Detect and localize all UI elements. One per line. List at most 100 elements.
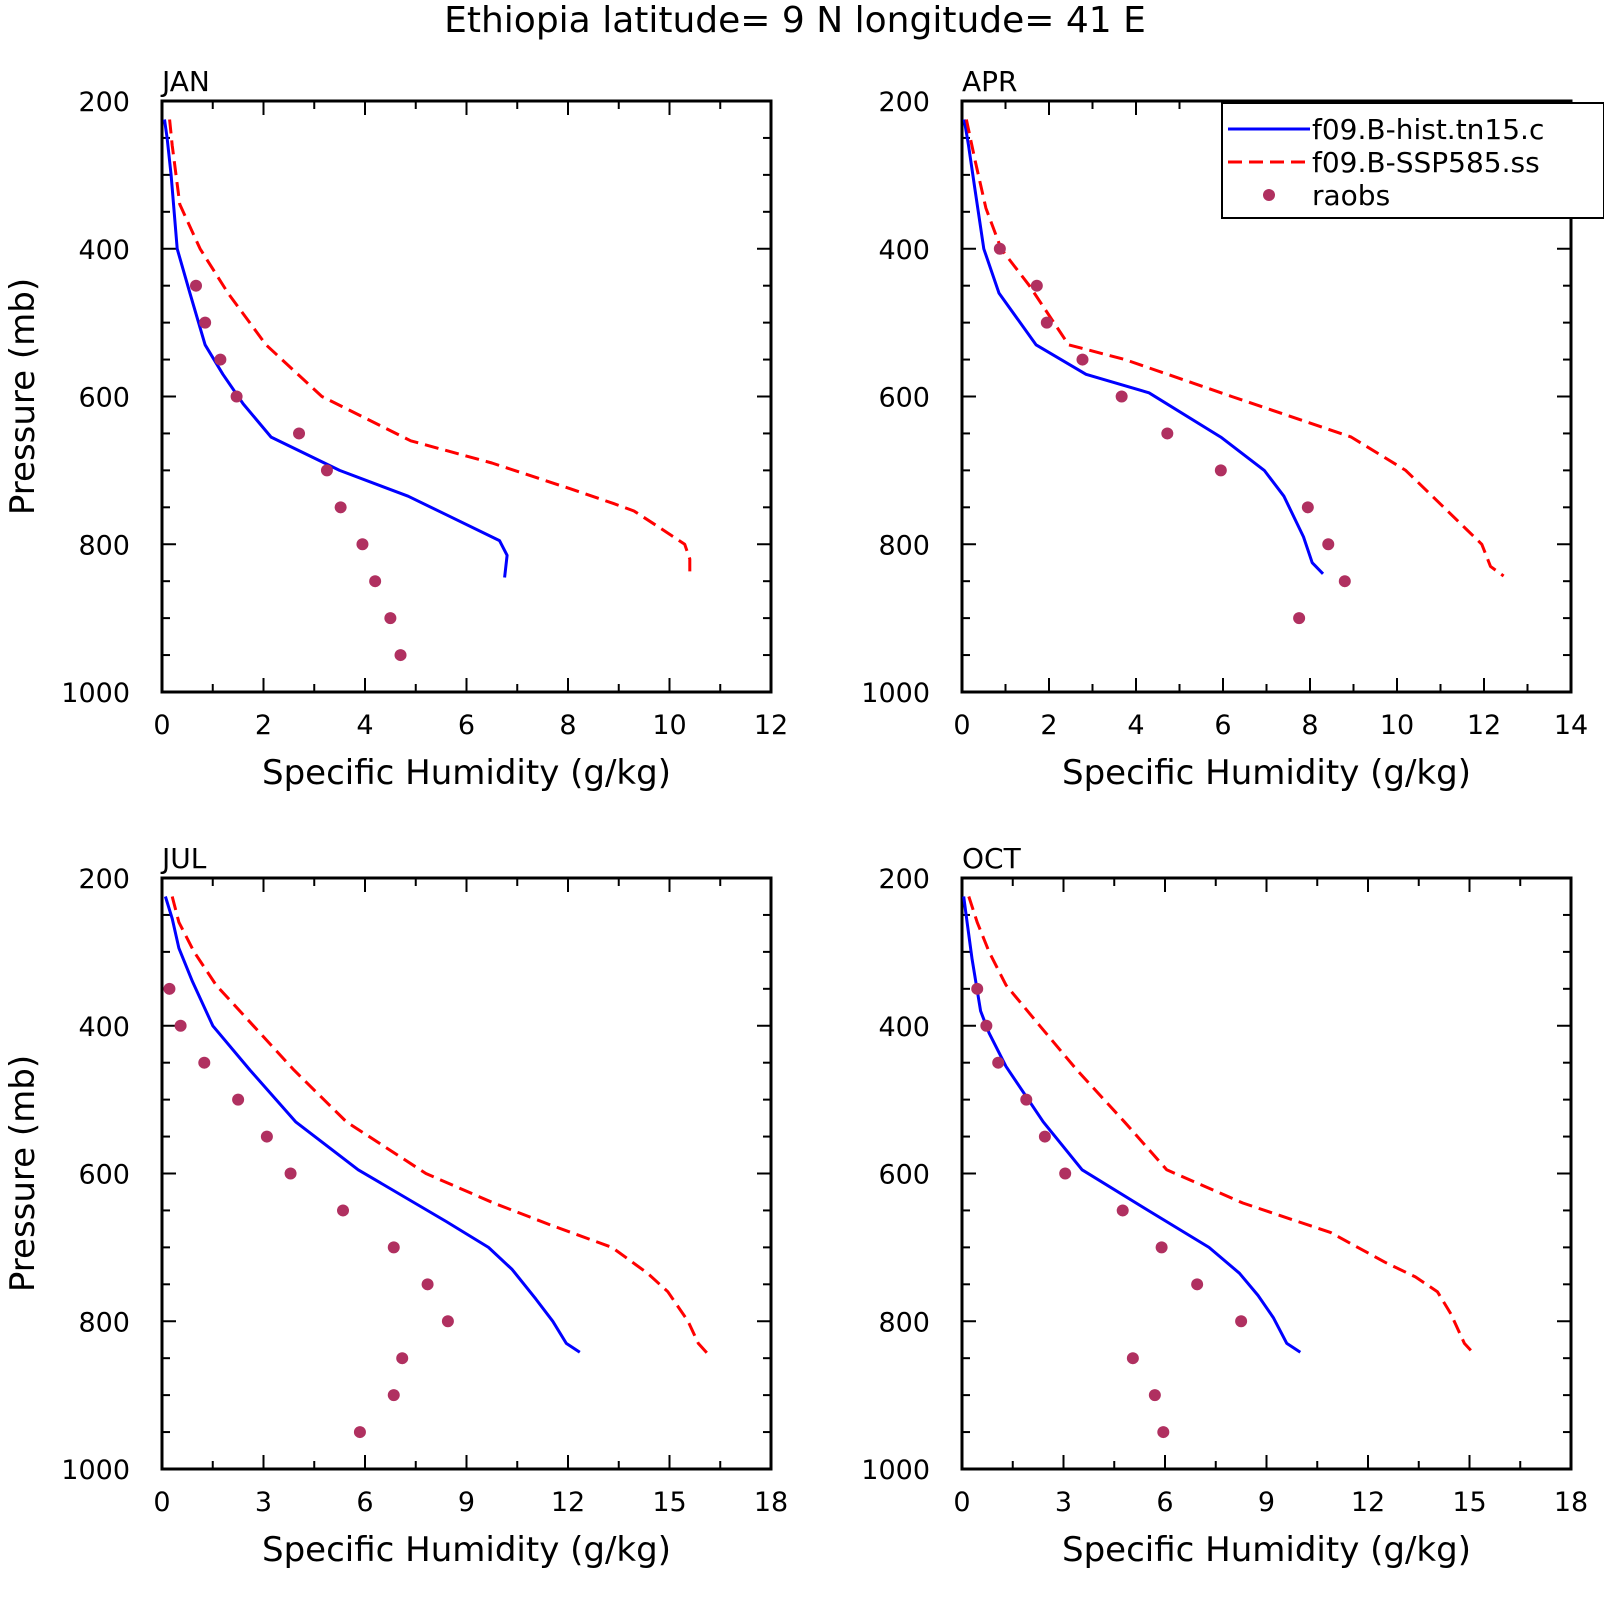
raobs-point <box>284 1167 297 1180</box>
raobs-point <box>1038 1130 1051 1143</box>
raobs-point <box>1157 1426 1170 1439</box>
raobs-point <box>1148 1389 1161 1402</box>
raobs-point <box>1155 1241 1168 1254</box>
x-axis-label: Specific Humidity (g/kg) <box>262 1530 671 1570</box>
legend-label: f09.B-SSP585.ss <box>1312 146 1540 179</box>
raobs-point <box>1301 501 1314 514</box>
hist-series-line <box>163 896 581 1354</box>
raobs-point <box>1161 427 1174 440</box>
main-title: Ethiopia latitude= 9 N longitude= 41 E <box>444 0 1146 41</box>
x-tick-label: 6 <box>356 1487 373 1518</box>
y-tick-label: 1000 <box>861 678 930 709</box>
raobs-point <box>387 1241 400 1254</box>
panel-oct: OCT 0 3 6 9 12 15 18 200 400 600 800 1000 Specific Hu… <box>861 842 1588 1570</box>
raobs-point <box>1322 538 1335 551</box>
y-tick-label: 800 <box>78 1307 130 1338</box>
panel-apr: APR 0 2 4 6 8 10 12 14 200 400 600 800 1000 Specific H… <box>861 65 1588 793</box>
legend-label: f09.B-hist.tn15.c <box>1312 113 1544 146</box>
y-tick-label: 400 <box>78 1012 130 1043</box>
y-tick-label: 200 <box>878 87 930 118</box>
x-tick-label: 14 <box>1554 710 1588 741</box>
ssp585-series-line <box>168 119 692 578</box>
y-tick-label: 800 <box>878 1307 930 1338</box>
plot-frame <box>960 876 1573 1471</box>
panel-title: APR <box>962 65 1018 98</box>
raobs-point <box>260 1130 273 1143</box>
raobs-point <box>384 612 397 625</box>
x-tick-label: 6 <box>1156 1487 1173 1518</box>
y-tick-label: 600 <box>878 1160 930 1191</box>
y-tick-label: 200 <box>878 864 930 895</box>
raobs-point <box>992 1056 1005 1069</box>
x-tick-label: 12 <box>1467 710 1501 741</box>
raobs-point <box>190 279 203 292</box>
raobs-point <box>353 1426 366 1439</box>
raobs-point <box>993 242 1006 255</box>
raobs-point <box>980 1019 993 1032</box>
hist-series-line <box>163 119 509 578</box>
raobs-point <box>369 575 382 588</box>
x-tick-label: 2 <box>255 710 272 741</box>
y-tick-label: 600 <box>878 383 930 414</box>
y-tick-label: 400 <box>878 235 930 266</box>
x-tick-label: 0 <box>953 710 970 741</box>
x-axis-label: Specific Humidity (g/kg) <box>1062 1530 1471 1570</box>
raobs-point <box>421 1278 434 1291</box>
y-tick-label: 800 <box>878 530 930 561</box>
raobs-point <box>1059 1167 1072 1180</box>
raobs-point <box>293 427 306 440</box>
x-tick-label: 4 <box>1127 710 1144 741</box>
raobs-point <box>163 982 176 995</box>
x-tick-label: 8 <box>559 710 576 741</box>
y-tick-label: 400 <box>878 1012 930 1043</box>
y-tick-label: 600 <box>78 1160 130 1191</box>
panels-group: JAN 0 2 4 6 8 10 12 200 400 600 800 1000 Specific Hum… <box>3 65 1588 1570</box>
x-tick-label: 9 <box>458 1487 475 1518</box>
legend-box <box>1221 102 1604 219</box>
ssp585-series-line <box>967 896 1476 1356</box>
y-axis-label: Pressure (mb) <box>3 1055 43 1292</box>
legend-swatch-raobs <box>1263 189 1275 201</box>
raobs-point <box>971 982 984 995</box>
x-tick-label: 3 <box>255 1487 272 1518</box>
x-tick-label: 0 <box>153 1487 170 1518</box>
raobs-point <box>1115 390 1128 403</box>
x-tick-label: 10 <box>1380 710 1414 741</box>
x-tick-label: 9 <box>1258 1487 1275 1518</box>
x-tick-label: 3 <box>1055 1487 1072 1518</box>
raobs-point <box>199 316 212 329</box>
raobs-point <box>396 1352 409 1365</box>
x-tick-label: 10 <box>652 710 686 741</box>
x-tick-label: 12 <box>754 710 788 741</box>
x-axis-label: Specific Humidity (g/kg) <box>262 753 671 793</box>
raobs-point <box>387 1389 400 1402</box>
raobs-point <box>1030 279 1043 292</box>
raobs-point <box>1126 1352 1139 1365</box>
raobs-point <box>337 1204 350 1217</box>
raobs-point <box>1116 1204 1129 1217</box>
panel-title: JUL <box>160 842 207 875</box>
plot-frame <box>160 99 773 694</box>
raobs-point <box>1293 612 1306 625</box>
raobs-point <box>441 1315 454 1328</box>
raobs-point <box>1040 316 1053 329</box>
raobs-point <box>198 1056 211 1069</box>
raobs-point <box>394 649 407 662</box>
raobs-point <box>230 390 243 403</box>
panel-jan: JAN 0 2 4 6 8 10 12 200 400 600 800 1000 Specific Hum… <box>3 65 788 793</box>
y-tick-label: 200 <box>78 87 130 118</box>
plot-frame <box>160 876 773 1471</box>
x-tick-label: 4 <box>356 710 373 741</box>
raobs-point <box>1191 1278 1204 1291</box>
legend-label: raobs <box>1312 179 1390 212</box>
y-tick-label: 800 <box>78 530 130 561</box>
panel-title: JAN <box>160 65 210 98</box>
ssp585-series-line <box>964 119 1505 578</box>
hist-series-line <box>962 896 1302 1354</box>
y-axis-label: Pressure (mb) <box>3 278 43 515</box>
x-tick-label: 18 <box>754 1487 788 1518</box>
raobs-point <box>1235 1315 1248 1328</box>
y-tick-label: 600 <box>78 383 130 414</box>
